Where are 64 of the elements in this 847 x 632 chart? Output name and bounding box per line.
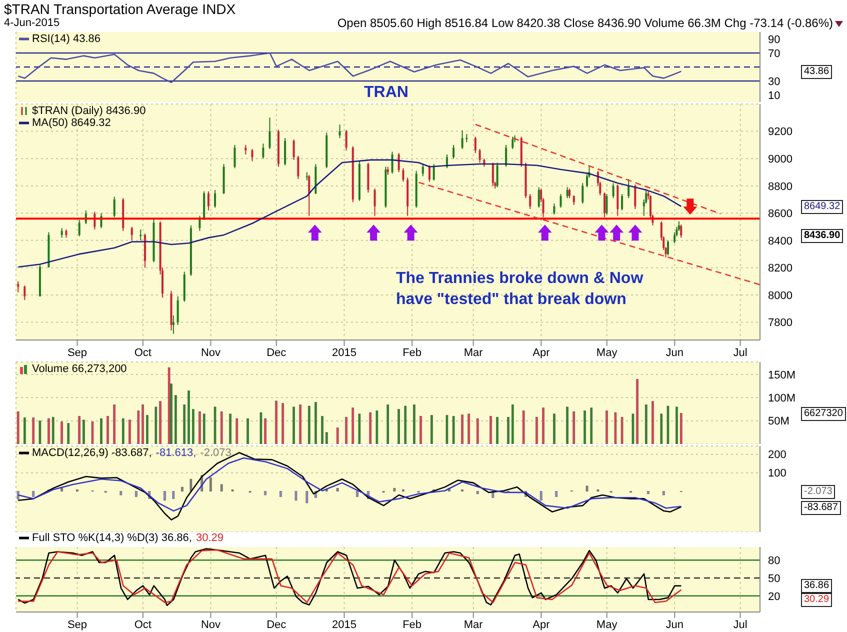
y-tick-label: 30 (768, 76, 780, 88)
y-tick-label: 9000 (768, 153, 792, 166)
x-tick-label: Apr (532, 618, 550, 631)
y-tick-label: 70 (768, 48, 780, 60)
y-tick-label: 20 (768, 590, 780, 603)
x-tick-label: May (596, 346, 618, 359)
x-tick-label: 2015 (332, 346, 356, 359)
text: -83.687 (801, 501, 841, 515)
legend-label: Volume 66,273,200 (32, 363, 127, 375)
y-tick-label: 150M (768, 369, 796, 382)
x-tick-label: Jul (733, 346, 748, 359)
x-tick-label: Jun (666, 618, 684, 631)
y-tick-label: 100 (768, 468, 786, 480)
y-tick-label: 8200 (768, 262, 792, 275)
x-tick-label: Nov (200, 618, 222, 631)
chart-title: $TRAN Transportation Average INDX (4, 1, 236, 17)
x-tick-label: May (596, 618, 618, 631)
text: 8649.32 (801, 200, 844, 214)
legend-label: RSI(14) 43.86 (32, 33, 100, 45)
x-tick-label: Jun (666, 346, 684, 359)
text: Open 8505.60 High 8516.84 Low 8420.38 Close 8436.90 Volume 66.3M Chg -73.14 (-0.86%) (337, 16, 833, 30)
legend-label: MA(50) 8649.32 (32, 117, 111, 129)
text: 30.29 (801, 593, 832, 607)
legend-label: MACD(12,26,9) -83.687, (32, 447, 152, 459)
annotation: The Trannies broke down & Now have "tested" that break down (396, 269, 644, 310)
y-tick-label: 9200 (768, 126, 792, 138)
x-tick-label: Mar (464, 346, 484, 359)
x-tick-label: Mar (464, 618, 484, 631)
series-label: -2.073 (200, 447, 232, 459)
y-tick-label: 50M (768, 416, 790, 428)
x-tick-label: Feb (402, 618, 422, 631)
y-tick-label: 7800 (768, 317, 792, 330)
y-tick-label: 80 (768, 555, 780, 568)
chart-subtitle: 4-Jun-2015 (4, 17, 60, 29)
x-tick-label: Apr (532, 346, 550, 359)
text: 6627320 (801, 407, 846, 421)
y-tick-label: 8000 (768, 290, 792, 302)
legend-label: $TRAN (Daily) 8436.90 (32, 105, 146, 117)
text: 8436.90 (801, 229, 844, 243)
x-tick-label: Dec (266, 346, 287, 359)
x-tick-label: 2015 (332, 618, 356, 631)
x-tick-label: Dec (266, 618, 287, 631)
legend-label: Full STO %K(14,3) %D(3) 36.86, (32, 532, 192, 544)
y-tick-label: 8600 (768, 208, 792, 220)
text: 36.86 (801, 579, 832, 593)
y-tick-label: 100M (768, 392, 796, 405)
y-tick-label: 90 (768, 34, 780, 46)
annotation: TRAN (364, 84, 408, 102)
text: 43.86 (801, 65, 832, 79)
y-tick-label: 200 (768, 449, 786, 462)
text: -2.073 (801, 485, 836, 499)
y-tick-label: 10 (768, 90, 780, 102)
y-tick-label: 50 (768, 572, 780, 585)
x-tick-label: Feb (402, 346, 422, 359)
x-tick-label: Jul (733, 618, 748, 631)
text: -81.613, (156, 447, 196, 459)
series-label: 30.29 (196, 532, 224, 544)
x-tick-label: Sep (67, 346, 88, 359)
x-tick-label: Oct (134, 618, 152, 631)
x-tick-label: Sep (67, 618, 88, 631)
x-tick-label: Nov (200, 346, 222, 359)
y-tick-label: 8800 (768, 180, 792, 193)
x-tick-label: Oct (134, 346, 152, 359)
y-tick-label: 8400 (768, 235, 792, 248)
